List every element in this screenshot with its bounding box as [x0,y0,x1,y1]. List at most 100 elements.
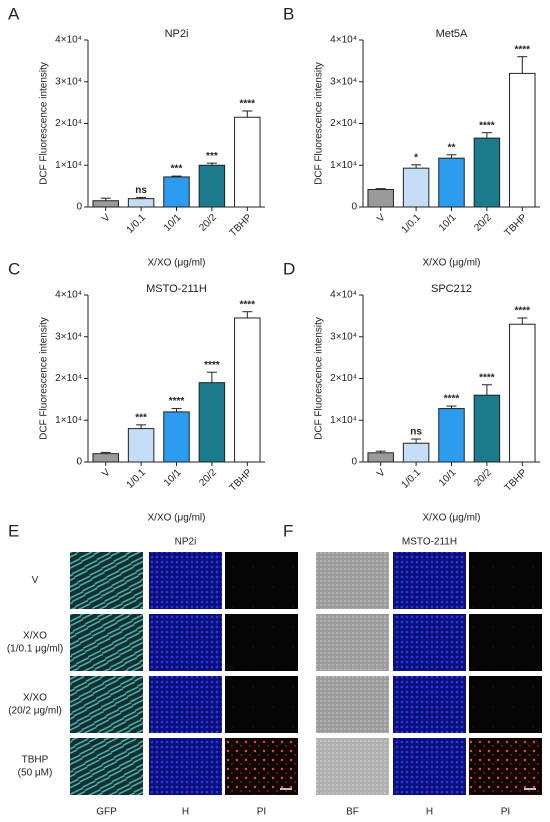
x-tick-label: TBHP [503,212,530,239]
column-label: H [426,807,433,818]
x-tick-label: V [375,212,388,225]
micrograph [469,676,542,733]
chart-title: Met5A [436,28,468,40]
bar [438,157,465,208]
x-tick-label: V [375,467,388,480]
micrograph [316,614,389,671]
micrograph [149,676,222,733]
x-tick-label: 10/1 [162,467,184,489]
chart-title: MSTO-211H [146,283,207,295]
row-label: X/XO [23,693,47,704]
x-tick-label: 1/0.1 [125,212,149,236]
micrograph [393,552,466,609]
column-label: BF [346,807,359,818]
column-label: PI [501,807,510,818]
row-label: V [32,575,39,586]
y-tick-label: 3×10⁴ [330,331,357,342]
row-label: (50 μM) [18,768,53,779]
column-label: H [182,807,189,818]
bar [163,176,190,208]
bar [473,394,501,463]
x-axis-label: X/XO (μg/ml) [423,513,481,524]
x-tick-label: V [100,212,113,225]
y-tick-label: 0 [351,202,357,213]
bar [402,167,430,208]
x-tick-label: TBHP [228,212,255,239]
x-tick-label: 10/1 [162,212,184,234]
micrograph [149,738,222,795]
x-tick-label: 1/0.1 [400,212,424,236]
bar [367,188,394,208]
micrograph [70,738,143,795]
panel-label: D [283,259,295,278]
bar [234,116,261,208]
row-label: (1/0.1 μg/ml) [7,644,63,655]
y-tick-label: 3×10⁴ [330,76,357,87]
micrograph [225,738,298,795]
micrograph [316,552,389,609]
x-axis-label: X/XO (μg/ml) [148,258,206,269]
x-tick-label: 1/0.1 [400,467,424,491]
significance-label: **** [169,396,185,407]
row-label: TBHP [22,755,49,766]
y-tick-label: 1×10⁴ [55,415,82,426]
significance-label: ** [448,142,456,153]
bar [163,411,190,463]
y-tick-label: 1×10⁴ [55,160,82,171]
significance-label: **** [479,120,495,131]
x-tick-label: 20/2 [472,212,494,234]
significance-label: *** [171,164,183,175]
micrograph [469,552,542,609]
micrograph [225,676,298,733]
y-tick-label: 4×10⁴ [330,35,357,46]
panel-label: A [8,4,20,23]
micrograph [70,614,143,671]
micrograph [149,614,222,671]
row-label: (20/2 μg/ml) [8,706,62,717]
significance-label: **** [515,44,531,55]
x-tick-label: TBHP [228,467,255,494]
y-axis-label: DCF Fluorescence intensity [314,62,325,185]
x-tick-label: V [100,467,113,480]
chart-title: NP2i [165,28,189,40]
y-tick-label: 1×10⁴ [330,415,357,426]
x-tick-label: TBHP [503,467,530,494]
bar [509,72,536,208]
y-axis-label: DCF Fluorescence intensity [39,62,50,185]
micrograph [225,552,298,609]
micrograph [70,676,143,733]
y-tick-label: 3×10⁴ [55,331,82,342]
y-axis-label: DCF Fluorescence intensity [314,317,325,440]
panel-title: MSTO-211H [402,537,457,548]
micrograph [393,738,466,795]
significance-label: **** [240,299,256,310]
chart-title: SPC212 [431,283,472,295]
y-tick-label: 3×10⁴ [55,76,82,87]
y-tick-label: 2×10⁴ [330,373,357,384]
bar [198,382,226,463]
panel-title: NP2i [175,537,197,548]
micrograph [469,614,542,671]
bar [234,317,261,463]
significance-label: **** [444,394,460,405]
micrograph [316,676,389,733]
significance-label: **** [204,360,220,371]
y-tick-label: 4×10⁴ [55,290,82,301]
micrograph [316,738,389,795]
bar [198,164,226,208]
significance-label: ns [135,185,147,196]
bar [367,452,394,463]
x-tick-label: 1/0.1 [125,467,149,491]
bar [92,453,119,463]
column-label: PI [257,807,266,818]
micrograph [225,614,298,671]
significance-label: **** [240,99,256,110]
bar [92,200,119,208]
x-tick-label: 20/2 [197,467,219,489]
panel-label: F [283,521,293,540]
significance-label: **** [515,306,531,317]
x-tick-label: 10/1 [437,467,459,489]
row-label: X/XO [23,631,47,642]
x-axis-label: X/XO (μg/ml) [148,513,206,524]
significance-label: *** [206,151,218,162]
